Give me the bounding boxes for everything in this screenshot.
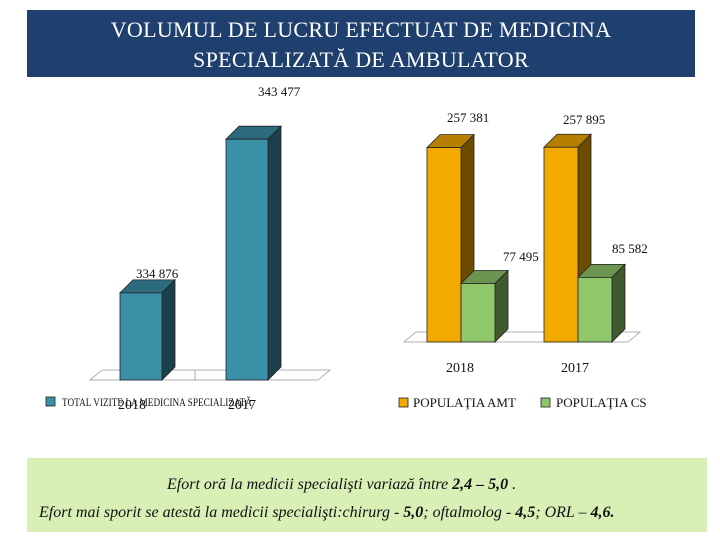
legend-label-populatia-amt: POPULAŢIA AMT	[413, 395, 516, 410]
populatia-cs-bar-2017	[577, 276, 613, 343]
populatia-cs-bar-2017-side	[611, 263, 626, 343]
page-title-line-1: VOLUMUL DE LUCRU EFECTUAT DE MEDICINA	[110, 17, 612, 42]
populatia-amt-value-label-2018: 257 381	[447, 110, 489, 125]
populatia-cs-value-label-2017: 85 582	[612, 241, 648, 256]
legend-label-populatia-cs: POPULAŢIA CS	[556, 395, 647, 410]
effort-note-box: Efort oră la medicii specialişti variază…	[27, 458, 707, 532]
populatia-cs-value-label-2018: 77 495	[503, 249, 539, 264]
populatia-cs-bar-2018-side	[494, 269, 509, 343]
left-chart-category-label-2018: 2018	[118, 398, 146, 413]
total-visits-bar-2017	[225, 138, 269, 381]
left-chart-legend-label: TOTAL VIZITE LA MEDICINA SPECIALIZATĂ	[62, 395, 252, 409]
legend-swatch-populatia-amt	[398, 397, 409, 408]
right-chart-category-label-2017: 2017	[561, 361, 589, 376]
populatia-amt-bar-2018	[426, 147, 462, 343]
effort-note-line-2: Efort mai sporit se atestă la medicii sp…	[39, 504, 615, 521]
total-visits-bar-2018	[119, 292, 163, 381]
left-chart-category-label-2017: 2017	[228, 398, 256, 413]
populatia-cs-bar-2018	[460, 283, 496, 343]
left-chart-legend-swatch	[45, 396, 56, 407]
total-visits-value-label-2018: 334 876	[136, 266, 179, 281]
populatia-amt-bar-2017	[543, 146, 579, 343]
populatia-amt-value-label-2017: 257 895	[563, 112, 605, 127]
page-title-line-2: SPECIALIZATĂ DE AMBULATOR	[193, 47, 529, 72]
title-banner: VOLUMUL DE LUCRU EFECTUAT DE MEDICINA SP…	[27, 10, 695, 77]
right-chart-category-label-2018: 2018	[446, 361, 474, 376]
total-visits-value-label-2017: 343 477	[258, 84, 301, 99]
effort-note-line-1: Efort oră la medicii specialişti variază…	[167, 476, 517, 493]
legend-swatch-populatia-cs	[540, 397, 551, 408]
